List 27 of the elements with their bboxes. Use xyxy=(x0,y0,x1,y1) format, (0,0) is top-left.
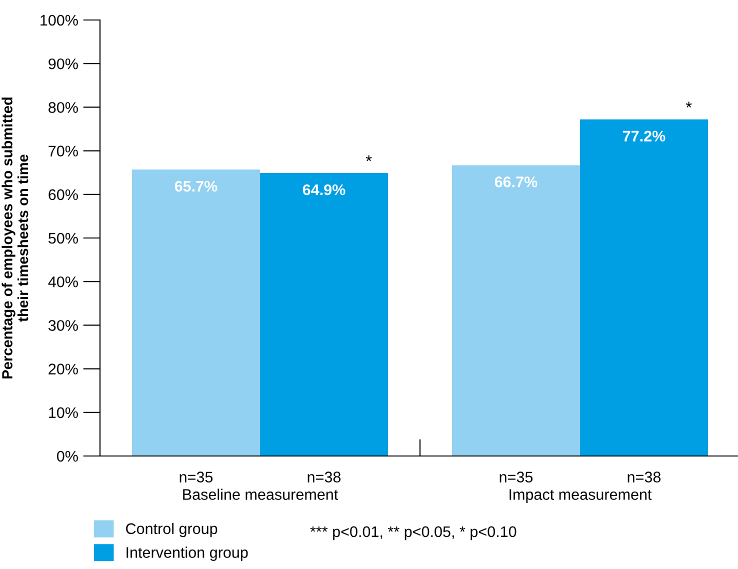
legend-label: Control group xyxy=(126,522,218,538)
data-label: 65.7% xyxy=(174,180,218,192)
text: *** p<0.01, ** p<0.05, * p<0.10 xyxy=(310,526,516,540)
y-tick-label: 70% xyxy=(48,146,78,156)
annotation: * xyxy=(686,102,692,108)
data-label: 66.7% xyxy=(494,176,538,188)
data-label: 64.9% xyxy=(302,184,346,196)
y-tick-label: 30% xyxy=(48,320,78,331)
text: n=35 xyxy=(180,472,213,482)
text: n=35 xyxy=(500,472,533,482)
x-tick-label: Impact measurement xyxy=(510,489,652,503)
x-tick-label: Baseline measurement xyxy=(183,488,338,500)
y-tick-label: 90% xyxy=(48,58,78,70)
y-tick-label: 40% xyxy=(48,276,78,288)
y-tick-label: 100% xyxy=(40,14,78,26)
text: n=38 xyxy=(308,472,341,482)
y-tick-label: 80% xyxy=(48,102,78,113)
y-tick-label: 60% xyxy=(48,189,78,200)
y-tick-label: 10% xyxy=(49,407,78,418)
legend-label: Intervention group xyxy=(126,546,248,561)
y-tick-label: 0% xyxy=(56,450,78,462)
y-axis-title: Percentage of employees who submitted their timesheets on time xyxy=(2,98,28,378)
y-tick-label: 20% xyxy=(48,364,78,374)
annotation: * xyxy=(366,155,372,162)
data-label: 77.2% xyxy=(623,130,666,142)
y-tick-label: 50% xyxy=(48,232,78,244)
text: n=38 xyxy=(628,472,661,482)
